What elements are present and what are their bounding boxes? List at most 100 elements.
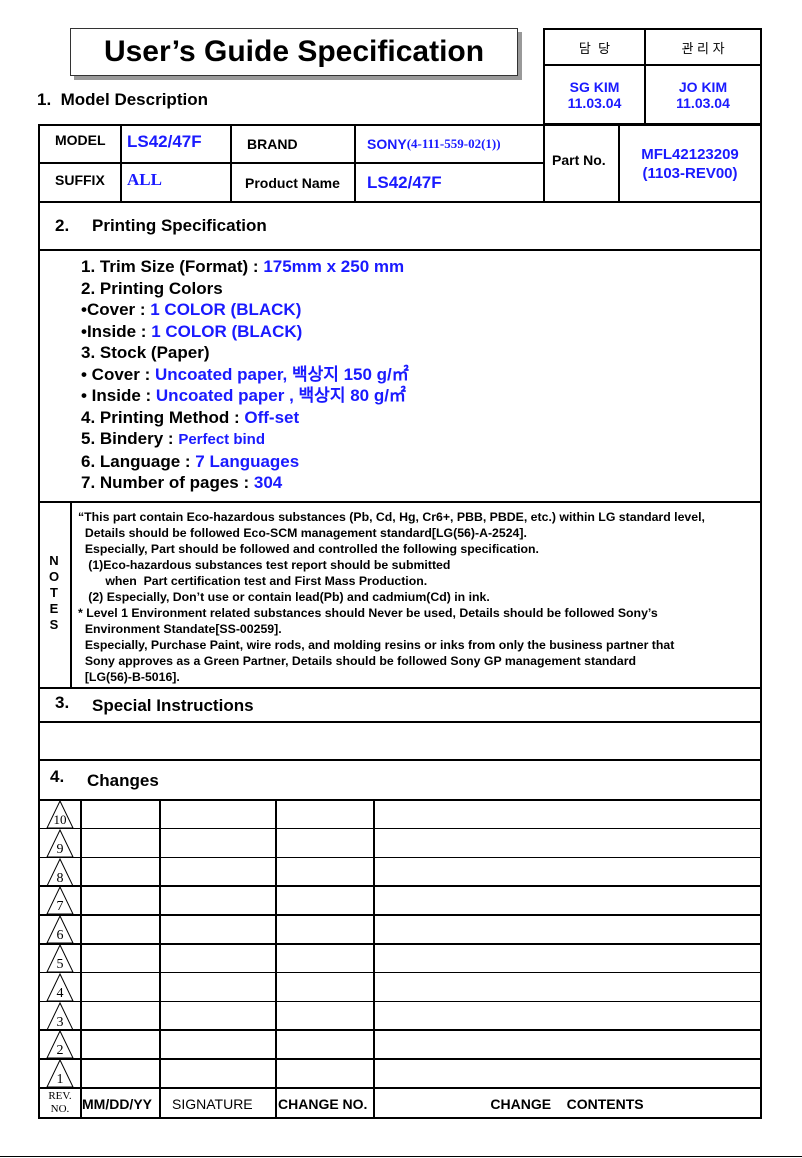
spec-value: Uncoated paper , 백상지 80 g/㎡ bbox=[155, 386, 406, 405]
row-divider bbox=[38, 1000, 762, 1003]
product-name-label: Product Name bbox=[245, 175, 340, 191]
row-divider bbox=[38, 856, 762, 859]
approver-1: SG KIM 11.03.04 bbox=[545, 66, 644, 124]
change-row bbox=[38, 829, 762, 858]
brand-code: (4-111-559-02(1)) bbox=[406, 136, 501, 151]
column-divider bbox=[275, 800, 277, 1118]
revision-number: 5 bbox=[57, 957, 64, 972]
spec-label: 3. Stock (Paper) bbox=[81, 343, 210, 362]
spec-item: • Cover : Uncoated paper, 백상지 150 g/㎡ bbox=[81, 364, 409, 386]
spec-value: 1 COLOR (BLACK) bbox=[150, 300, 302, 319]
footer-change-contents: CHANGE CONTENTS bbox=[490, 1096, 644, 1112]
spec-item: 1. Trim Size (Format) : 175mm x 250 mm bbox=[81, 256, 409, 278]
column-divider bbox=[373, 800, 375, 1118]
row-divider bbox=[38, 971, 762, 974]
special-instructions-content bbox=[40, 723, 760, 760]
spec-item: 6. Language : 7 Languages bbox=[81, 451, 409, 473]
approval-header-manager: 관 리 자 bbox=[681, 40, 725, 56]
spec-label: • Cover : bbox=[81, 364, 155, 384]
note-line: (1)Eco-hazardous substances test report … bbox=[78, 558, 451, 572]
footer-signature: SIGNATURE bbox=[172, 1096, 253, 1112]
approver-name: SG KIM bbox=[569, 79, 620, 95]
section-2-header: 2. Printing Specification bbox=[55, 203, 267, 249]
change-row bbox=[38, 886, 762, 915]
change-row bbox=[38, 1002, 762, 1031]
row-divider bbox=[38, 1029, 762, 1031]
revision-number: 10 bbox=[54, 812, 67, 827]
section-title: Changes bbox=[87, 770, 159, 790]
spec-item: 4. Printing Method : Off-set bbox=[81, 407, 409, 429]
revision-triangle-icon: 2 bbox=[46, 1030, 74, 1059]
revision-number: 2 bbox=[57, 1043, 64, 1058]
revision-triangle-icon: 3 bbox=[46, 1001, 74, 1031]
section-number: 2. bbox=[55, 216, 70, 235]
printing-spec-list: 1. Trim Size (Format) : 175mm x 250 mm 2.… bbox=[81, 256, 409, 494]
notes-label: NOTES bbox=[49, 553, 60, 632]
model-value: LS42/47F bbox=[127, 132, 202, 151]
section-3-header: 3. Special Instructions bbox=[55, 689, 254, 722]
note-line: Environment Standate[SS-00259]. bbox=[78, 622, 282, 636]
spec-label: •Cover : bbox=[81, 300, 151, 319]
spec-item: 7. Number of pages : 304 bbox=[81, 472, 409, 494]
product-name-value: LS42/47F bbox=[367, 173, 442, 192]
footer-rev-no: REV. NO. bbox=[40, 1090, 80, 1116]
note-line: (2) Especially, Don’t use or contain lea… bbox=[78, 590, 490, 604]
row-divider bbox=[38, 1058, 762, 1061]
revision-number: 6 bbox=[57, 928, 64, 943]
revision-triangle-icon: 4 bbox=[46, 972, 74, 1002]
notes-text: “This part contain Eco-hazardous substan… bbox=[78, 509, 705, 685]
change-row bbox=[38, 858, 762, 887]
spec-label: 7. Number of pages : bbox=[81, 473, 254, 492]
brand-label: BRAND bbox=[247, 136, 298, 152]
revision-triangle-icon: 1 bbox=[46, 1059, 74, 1088]
spec-value: 1 COLOR (BLACK) bbox=[151, 321, 303, 341]
notes-label-cell: NOTES bbox=[38, 553, 70, 633]
revision-number: 3 bbox=[57, 1015, 64, 1030]
section-title: Printing Specification bbox=[92, 216, 267, 235]
spec-value: Perfect bind bbox=[178, 431, 265, 448]
revision-number: 9 bbox=[57, 842, 64, 857]
approval-date: 11.03.04 bbox=[676, 95, 730, 111]
row-divider bbox=[38, 827, 762, 830]
spec-item: 5. Bindery : Perfect bind bbox=[81, 428, 409, 451]
revision-number: 8 bbox=[57, 871, 64, 886]
spec-item: •Inside : 1 COLOR (BLACK) bbox=[81, 321, 409, 343]
spec-label: • Inside : bbox=[81, 386, 156, 405]
revision-number: 4 bbox=[57, 986, 64, 1001]
model-label: MODEL bbox=[55, 132, 106, 148]
note-line: when Part certification test and First M… bbox=[78, 574, 428, 588]
part-revision: (1103-REV00) bbox=[642, 165, 738, 182]
spec-label: 6. Language : bbox=[81, 451, 196, 471]
section-number: 3. bbox=[55, 692, 70, 712]
revision-triangle-icon: 7 bbox=[46, 886, 74, 915]
part-no-label: Part No. bbox=[552, 152, 606, 168]
note-line: Especially, Purchase Paint, wire rods, a… bbox=[78, 638, 675, 652]
revision-triangle-icon: 8 bbox=[46, 857, 74, 887]
column-divider bbox=[80, 800, 82, 1118]
spec-value: 304 bbox=[253, 473, 283, 492]
rev-label: REV. bbox=[48, 1090, 72, 1102]
approval-header-charge: 담 당 bbox=[578, 40, 611, 56]
spec-label: 2. Printing Colors bbox=[81, 278, 223, 298]
spec-label: •Inside : bbox=[81, 321, 152, 341]
row-divider bbox=[38, 914, 762, 916]
footer-date: MM/DD/YY bbox=[82, 1096, 152, 1112]
spec-item: 2. Printing Colors bbox=[81, 278, 409, 300]
revision-triangle-icon: 6 bbox=[46, 915, 74, 944]
row-divider bbox=[38, 885, 762, 887]
spec-value: 175mm x 250 mm bbox=[263, 257, 405, 276]
section-4-header: 4. Changes bbox=[50, 761, 159, 800]
footer-change-no: CHANGE NO. bbox=[278, 1096, 368, 1112]
change-row bbox=[38, 973, 762, 1002]
part-number: MFL42123209 bbox=[641, 146, 739, 163]
no-label: NO. bbox=[50, 1103, 70, 1115]
brand-value: SONY (4-111-559-02(1)) bbox=[367, 128, 501, 160]
change-row bbox=[38, 915, 762, 944]
approver-name: JO KIM bbox=[678, 79, 728, 95]
spec-item: 3. Stock (Paper) bbox=[81, 342, 409, 364]
spec-frame bbox=[38, 124, 762, 1119]
document-title: User’s Guide Specification bbox=[70, 28, 518, 76]
section-number: 4. bbox=[50, 766, 65, 786]
approver-2: JO KIM 11.03.04 bbox=[646, 66, 760, 124]
note-line: “This part contain Eco-hazardous substan… bbox=[78, 510, 705, 524]
